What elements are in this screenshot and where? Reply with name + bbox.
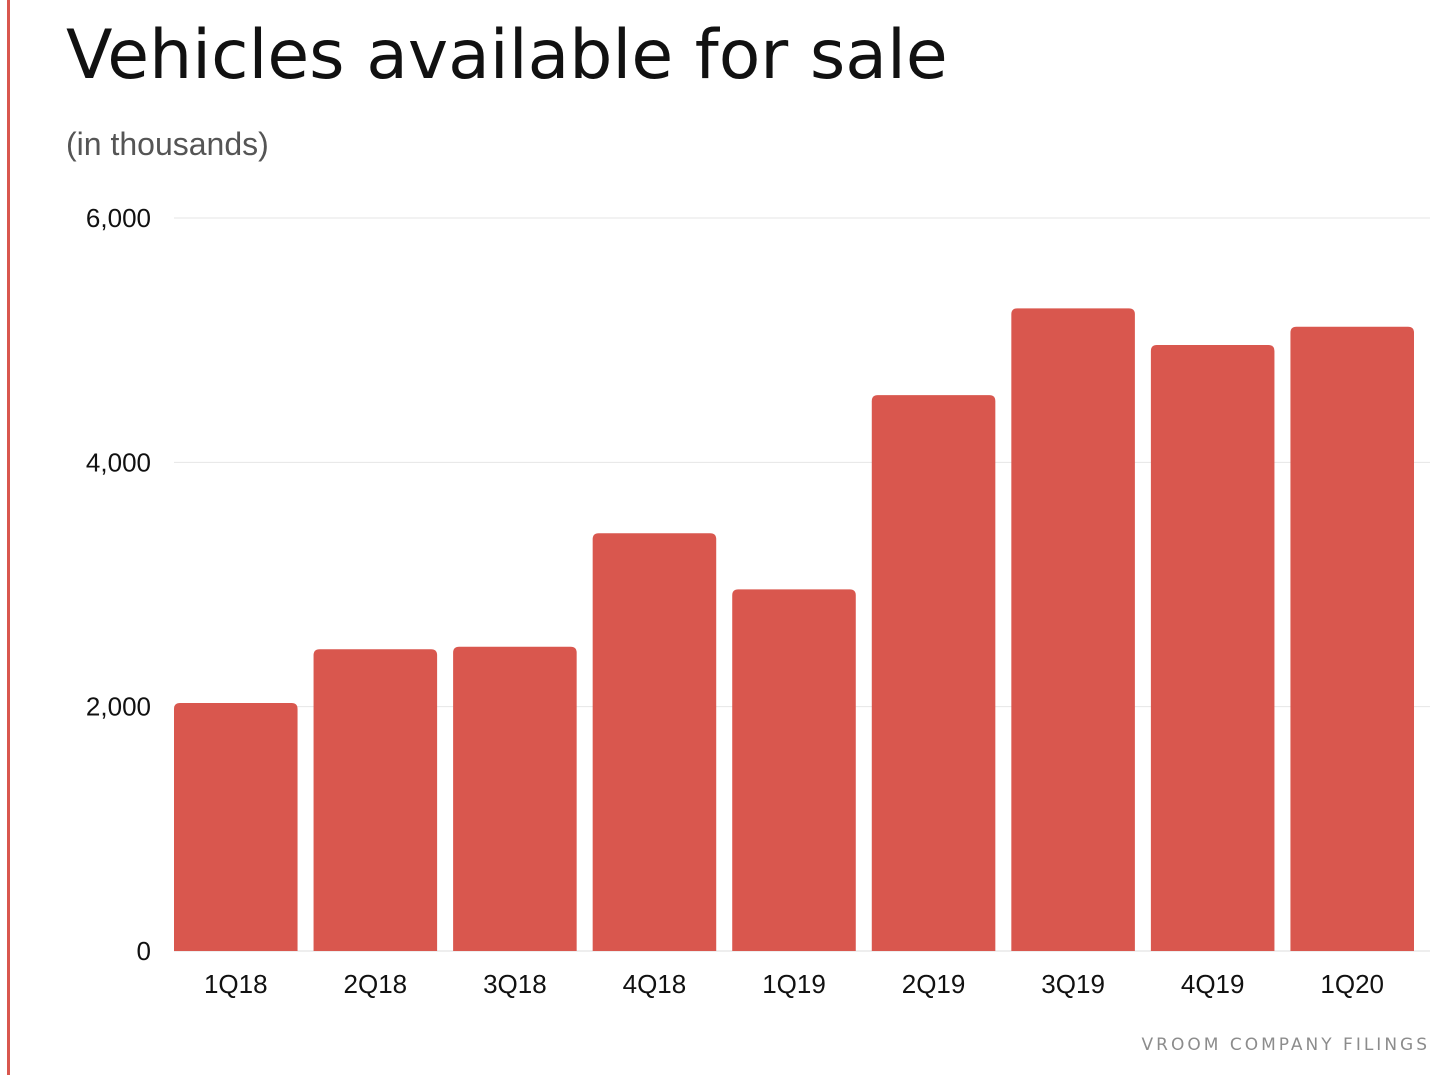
- x-tick-label: 3Q18: [483, 969, 547, 999]
- bar-4q19: [1150, 345, 1275, 951]
- x-tick-label: 2Q18: [344, 969, 408, 999]
- bar-4q18: [592, 533, 717, 951]
- x-tick-label: 4Q18: [623, 969, 687, 999]
- x-tick-label: 1Q20: [1320, 969, 1384, 999]
- bar-2q18: [313, 649, 438, 951]
- x-tick-label: 2Q19: [902, 969, 966, 999]
- y-tick-label: 6,000: [86, 203, 151, 233]
- x-tick-label: 3Q19: [1041, 969, 1105, 999]
- x-tick-label: 4Q19: [1181, 969, 1245, 999]
- bar-2q19: [871, 395, 996, 951]
- source-credit: VROOM COMPANY FILINGS: [1141, 1035, 1430, 1055]
- y-tick-label: 0: [137, 936, 151, 966]
- y-axis-ticks: 0 2,000 4,000 6,000: [86, 203, 151, 966]
- bar-3q18: [453, 646, 577, 951]
- chart-title: Vehicles available for sale: [66, 16, 948, 95]
- bar-1q18: [174, 703, 298, 951]
- chart-subtitle: (in thousands): [66, 126, 269, 162]
- y-tick-label: 2,000: [86, 692, 151, 722]
- accent-rule: [7, 0, 10, 1075]
- y-tick-label: 4,000: [86, 447, 151, 477]
- bar-3q19: [1011, 308, 1135, 951]
- bar-1q20: [1290, 326, 1414, 951]
- x-tick-label: 1Q18: [204, 969, 268, 999]
- bar-1q19: [732, 589, 856, 951]
- x-tick-label: 1Q19: [762, 969, 826, 999]
- x-axis-ticks: 1Q18 2Q18 3Q18 4Q18 1Q19 2Q19 3Q19 4Q19 1Q20: [204, 969, 1384, 999]
- bars: [174, 308, 1414, 951]
